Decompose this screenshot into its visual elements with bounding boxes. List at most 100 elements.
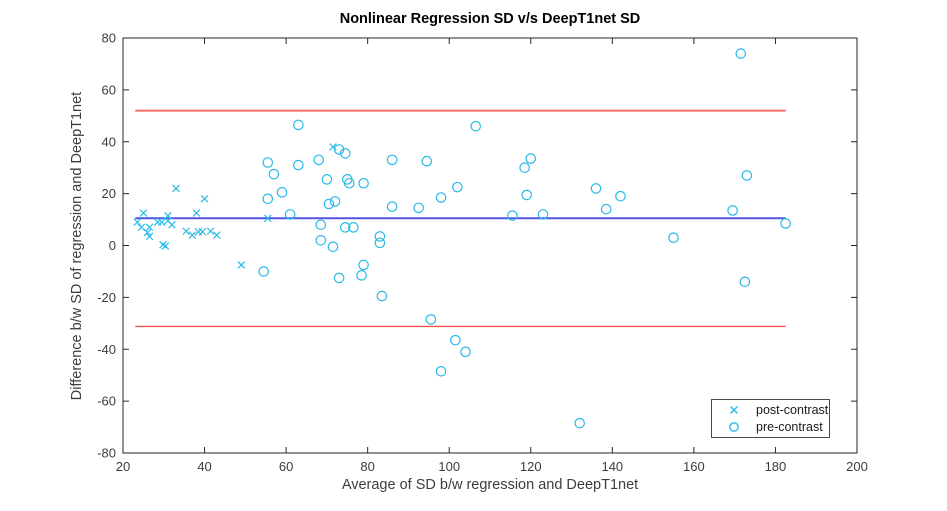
scatter-point-pre-contrast [421,155,433,167]
y-tick-label: -80 [97,446,116,461]
y-tick-label: 80 [102,31,116,46]
scatter-point-post-contrast [157,218,166,226]
scatter-point-pre-contrast [590,183,602,194]
y-tick-label: 0 [109,238,116,253]
scatter-point-pre-contrast [727,205,738,216]
x-tick-label: 140 [601,459,623,474]
scatter-point-pre-contrast [435,192,447,203]
y-tick-label: -20 [97,290,116,305]
scatter-point-post-contrast [182,227,191,236]
scatter-point-pre-contrast [358,259,369,271]
scatter-point-post-contrast [200,194,209,203]
scatter-point-pre-contrast [739,276,751,288]
scatter-point-pre-contrast [374,231,386,242]
legend-item-pre-contrast: pre-contrast [712,419,829,436]
scatter-point-post-contrast [192,209,201,217]
scatter-point-post-contrast [172,184,180,193]
y-tick-label: -40 [97,342,116,357]
y-axis-label: Difference b/w SD of regression and Deep… [69,91,85,401]
x-tick-label: 20 [116,459,130,474]
scatter-point-post-contrast [145,232,154,241]
scatter-point-pre-contrast [574,417,586,429]
scatter-point-post-contrast [188,231,197,239]
y-tick-label: 40 [102,134,116,149]
scatter-point-pre-contrast [386,201,398,212]
x-axis-label: Average of SD b/w regression and DeepT1n… [341,477,639,493]
scatter-point-pre-contrast [425,314,437,325]
x-tick-label: 160 [683,459,705,474]
scatter-point-post-contrast [161,242,170,250]
scatter-point-post-contrast [159,240,167,249]
scatter-point-post-contrast [237,261,246,269]
scatter-point-pre-contrast [313,154,325,166]
scatter-point-pre-contrast [386,154,398,166]
x-tick-label: 60 [279,459,293,474]
x-tick-label: 80 [360,459,374,474]
scatter-point-pre-contrast [329,196,341,207]
y-tick-label: 60 [102,82,116,97]
scatter-point-pre-contrast [735,48,747,59]
scatter-point-pre-contrast [268,168,280,180]
axes-box [122,37,858,454]
x-tick-label: 40 [197,459,211,474]
scatter-point-pre-contrast [525,153,537,164]
circle-marker-icon [712,421,756,433]
x-tick-label: 200 [846,459,868,474]
chart-title: Nonlinear Regression SD v/s DeepT1net SD [339,11,641,27]
scatter-point-pre-contrast [615,190,626,202]
scatter-point-post-contrast [329,143,337,151]
scatter-point-post-contrast [206,227,215,236]
scatter-point-post-contrast [143,228,152,237]
scatter-point-pre-contrast [344,177,355,189]
scatter-point-post-contrast [263,214,272,223]
scatter-point-pre-contrast [321,174,333,185]
scatter-point-pre-contrast [741,170,753,181]
scatter-point-pre-contrast [262,193,274,205]
scatter-point-pre-contrast [537,209,549,220]
scatter-point-post-contrast [212,231,221,239]
scatter-point-pre-contrast [450,334,461,346]
scatter-point-pre-contrast [276,187,288,198]
scatter-point-pre-contrast [315,219,327,231]
scatter-point-pre-contrast [460,346,471,358]
scatter-point-pre-contrast [284,209,296,220]
y-tick-label: -60 [97,394,116,409]
scatter-point-post-contrast [145,223,154,232]
scatter-point-post-contrast [133,218,142,226]
scatter-point-pre-contrast [323,198,335,210]
scatter-point-post-contrast [198,227,207,236]
x-tick-label: 180 [765,459,787,474]
scatter-point-pre-contrast [315,235,327,246]
scatter-point-pre-contrast [374,237,386,249]
scatter-point-pre-contrast [358,177,369,189]
scatter-point-pre-contrast [668,232,679,244]
scatter-point-pre-contrast [600,203,612,215]
legend-label-pre-contrast: pre-contrast [756,420,823,434]
scatter-point-pre-contrast [339,222,351,233]
scatter-point-pre-contrast [333,144,345,155]
scatter-point-post-contrast [137,223,146,232]
x-tick-label: 100 [438,459,460,474]
legend: post-contrast pre-contrast [711,399,830,438]
scatter-point-pre-contrast [356,270,367,281]
y-tick-label: 20 [102,186,116,201]
scatter-point-pre-contrast [413,202,424,214]
scatter-point-pre-contrast [348,222,359,233]
scatter-point-pre-contrast [339,148,351,159]
scatter-point-pre-contrast [452,181,463,193]
legend-label-post-contrast: post-contrast [756,403,829,417]
scatter-point-pre-contrast [262,157,274,168]
scatter-point-pre-contrast [258,266,269,277]
legend-item-post-contrast: post-contrast [712,402,829,419]
scatter-point-pre-contrast [435,365,447,377]
scatter-point-pre-contrast [327,241,339,253]
scatter-point-pre-contrast [293,159,304,171]
scatter-point-pre-contrast [780,218,791,229]
scatter-point-pre-contrast [470,120,482,132]
scatter-point-pre-contrast [333,272,345,284]
x-tick-label: 120 [520,459,542,474]
scatter-point-pre-contrast [507,210,518,221]
x-marker-icon [712,404,756,416]
scatter-point-pre-contrast [293,119,304,131]
